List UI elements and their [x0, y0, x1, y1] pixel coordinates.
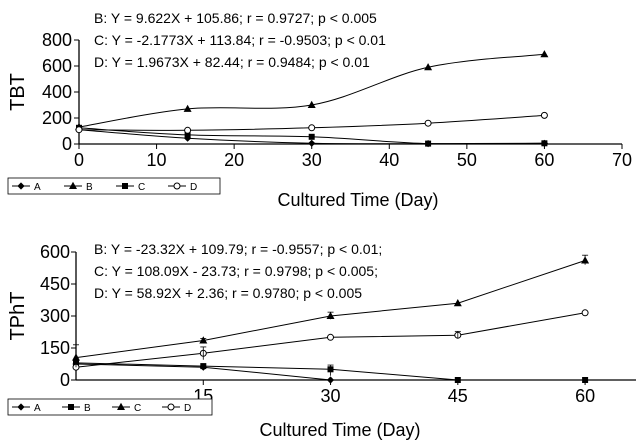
tpht-x-tick-label: 45 [448, 386, 468, 406]
tpht-legend-marker-a [17, 403, 25, 411]
tpht-x-tick-label: 60 [575, 386, 595, 406]
tpht-legend-label-c: C [134, 403, 141, 414]
tbt-legend-box [7, 177, 221, 195]
tpht-legend-marker-d [167, 403, 175, 411]
tbt-y-tick-label: 800 [42, 30, 72, 50]
tpht-y-tick-label: 450 [40, 274, 70, 294]
tpht-series-a-point [326, 376, 335, 384]
tbt-legend-marker-c [122, 183, 128, 189]
tbt-series-d-point [184, 126, 192, 134]
tbt-legend-label-a: A [34, 182, 41, 193]
tpht-series-d-point [327, 333, 334, 341]
tpht-legend-label-b: B [84, 403, 91, 414]
tbt-legend: A B C D [7, 177, 221, 195]
tbt-x-tick-label: 70 [612, 150, 632, 170]
tbt-legend-label-b: B [86, 182, 93, 193]
tbt-series-c-point [308, 133, 315, 140]
tbt-x-tick-label: 10 [147, 150, 167, 170]
tbt-series-c-point [425, 140, 432, 147]
tpht-y-tick-label: 0 [60, 370, 70, 390]
tbt-series-d-point [424, 119, 432, 127]
tbt-series-d-point [75, 126, 83, 134]
tbt-x-axis-label: Cultured Time (Day) [277, 190, 438, 210]
tbt-legend-marker-b [69, 181, 77, 189]
tbt-series-b-point [307, 100, 316, 108]
tpht-legend-box [7, 398, 213, 416]
tbt-y-tick-label: 400 [42, 82, 72, 102]
tbt-y-tick-label: 600 [42, 56, 72, 76]
tpht-legend-items: A B C D [12, 402, 191, 414]
tbt-series-d-point [308, 124, 316, 132]
tpht-legend: A B C D [7, 398, 213, 416]
tpht-series-d-point [581, 309, 589, 317]
tpht-markers [72, 254, 590, 384]
tbt-equation-b: B: Y = 9.622X + 105.86; r = 0.9727; p < … [94, 10, 377, 26]
tpht-series-b-point [582, 377, 589, 383]
tbt-y-tick-label: 200 [42, 108, 72, 128]
tpht-y-axis-label: TPhT [7, 292, 29, 341]
tbt-y-axis-label: TBT [7, 73, 29, 111]
tbt-equation-c: C: Y = -2.1773X + 113.84; r = -0.9503; p… [94, 32, 386, 48]
tpht-legend-marker-b [68, 404, 74, 410]
tpht-y-tick-label: 600 [40, 242, 70, 262]
tbt-x-tick-label: 20 [224, 150, 244, 170]
tbt-legend-label-d: D [190, 182, 197, 193]
tbt-series-c-point [541, 140, 548, 147]
tbt-series-a-point [308, 139, 316, 147]
tpht-series-c-point [453, 299, 462, 307]
tpht-x-tick-label: 30 [321, 386, 341, 406]
tbt-x-tick-label: 0 [74, 150, 84, 170]
tbt-x-tick-label: 30 [302, 150, 322, 170]
tbt-legend-marker-a [17, 182, 25, 190]
tpht-y-tick-label: 150 [40, 338, 70, 358]
tbt-legend-label-c: C [138, 182, 145, 193]
tbt-legend-marker-d [173, 182, 181, 190]
tbt-series-c-point [184, 131, 191, 138]
tbt-series-b-point [183, 104, 192, 112]
tbt-x-tick-label: 40 [379, 150, 399, 170]
tpht-series-b-point [454, 377, 461, 383]
tbt-series-b-point [540, 50, 549, 58]
tbt-ticks: 0 10 20 30 40 50 60 70 0 200 400 600 800 [42, 30, 632, 170]
tpht-y-tick-label: 300 [40, 306, 70, 326]
tpht-equation-d: D: Y = 58.92X + 2.36; r = 0.9780; p < 0.… [94, 285, 362, 301]
tpht-x-axis-label: Cultured Time (Day) [259, 420, 420, 440]
tbt-equation-d: D: Y = 1.9673X + 82.44; r = 0.9484; p < … [94, 54, 370, 70]
tpht-legend-label-a: A [34, 403, 41, 414]
tbt-series-b-point [424, 63, 433, 71]
tbt-markers [75, 50, 549, 148]
tpht-legend-label-d: D [184, 403, 191, 414]
tbt-y-tick-label: 0 [62, 134, 72, 154]
tbt-x-tick-label: 60 [534, 150, 554, 170]
tbt-x-tick-label: 50 [457, 150, 477, 170]
tpht-legend-marker-c [117, 402, 125, 410]
tbt-legend-items: A B C D [12, 181, 197, 193]
tbt-chart: 0 10 20 30 40 50 60 70 0 200 400 600 800 TBT Culture… [7, 10, 632, 210]
tpht-series-b-point [200, 363, 207, 370]
tpht-equation-c: C: Y = 108.09X - 23.73; r = 0.9798; p < … [94, 263, 378, 279]
tpht-equation-b: B: Y = -23.32X + 109.79; r = -0.9557; p … [94, 241, 382, 257]
tbt-series-d-point [540, 111, 548, 119]
